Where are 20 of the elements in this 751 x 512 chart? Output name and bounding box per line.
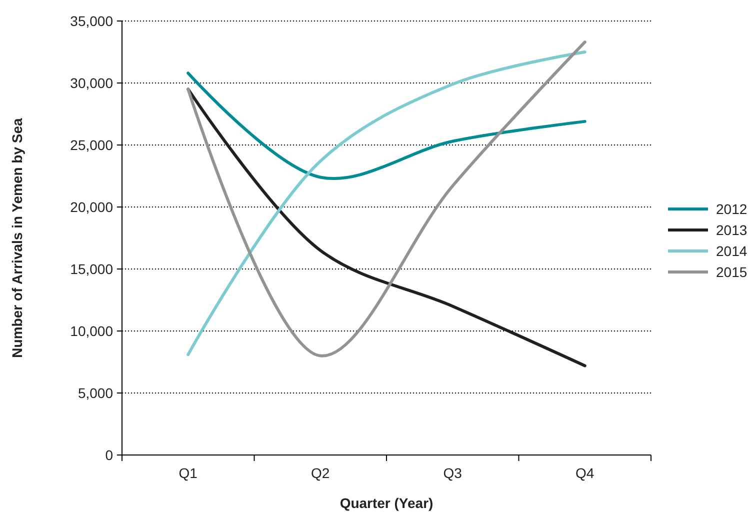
x-tick-label: Q2 (311, 465, 330, 481)
x-tick-label: Q1 (178, 465, 198, 481)
y-axis-title: Number of Arrivals in Yemen by Sea (9, 118, 25, 358)
legend-label: 2012 (716, 200, 748, 217)
y-tick-label: 20,000 (70, 198, 114, 215)
y-tick-label: 0 (105, 446, 114, 463)
y-tick-label: 10,000 (70, 322, 114, 339)
x-tick-label: Q4 (576, 465, 594, 481)
legend-label: 2013 (716, 222, 748, 238)
y-tick-label: 25,000 (70, 136, 114, 153)
x-tick-label: Q3 (443, 465, 462, 481)
legend-label: 2015 (716, 264, 748, 280)
y-tick-label: 15,000 (70, 260, 114, 277)
line-series (186, 72, 586, 180)
line-series (186, 88, 586, 368)
y-tick-label: 35,000 (70, 12, 114, 29)
x-axis-title: Quarter (Year) (340, 495, 434, 511)
y-tick-label: 5,000 (78, 384, 114, 401)
legend-label: 2014 (716, 242, 748, 259)
y-tick-label: 30,000 (70, 74, 114, 91)
